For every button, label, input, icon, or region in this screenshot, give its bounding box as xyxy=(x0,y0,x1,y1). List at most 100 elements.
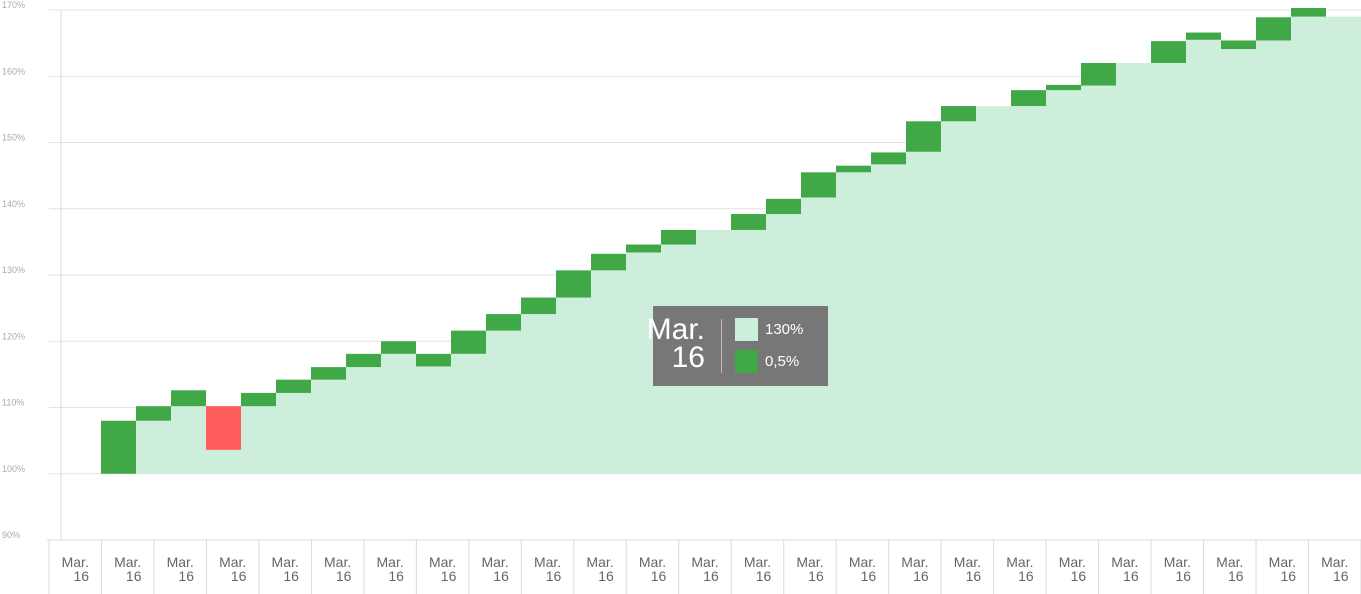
x-tick-label-day: 16 xyxy=(808,568,824,584)
y-tick-label: 130% xyxy=(2,265,25,275)
tooltip-date-day: 16 xyxy=(671,341,705,374)
increase-bar[interactable] xyxy=(1151,41,1186,63)
increase-bar[interactable] xyxy=(1011,90,1046,107)
y-tick-label: 110% xyxy=(2,398,24,408)
x-axis: Mar.16Mar.16Mar.16Mar.16Mar.16Mar.16Mar.… xyxy=(47,539,1361,594)
tooltip-row-total: 130% xyxy=(735,318,803,341)
tooltip-total-value: 130% xyxy=(765,321,804,338)
x-tick-label-day: 16 xyxy=(651,568,667,584)
x-tick-label-month: Mar. xyxy=(429,554,456,570)
x-tick-label-day: 16 xyxy=(283,568,299,584)
x-tick-label-month: Mar. xyxy=(377,554,404,570)
increase-bar[interactable] xyxy=(591,253,626,271)
decrease-bar[interactable] xyxy=(206,406,241,450)
x-tick-label-month: Mar. xyxy=(639,554,666,570)
x-tick-label-month: Mar. xyxy=(901,554,928,570)
x-tick-label-month: Mar. xyxy=(796,554,823,570)
x-tick-label-day: 16 xyxy=(493,568,509,584)
increase-bar[interactable] xyxy=(136,406,171,421)
increase-bar[interactable] xyxy=(1291,8,1326,17)
increase-bar[interactable] xyxy=(381,341,416,354)
x-tick-label-day: 16 xyxy=(178,568,194,584)
increase-bar[interactable] xyxy=(416,353,451,367)
increase-bar[interactable] xyxy=(836,165,871,173)
y-tick-label: 90% xyxy=(2,530,20,540)
cumulative-fill xyxy=(136,16,1361,474)
increase-bar[interactable] xyxy=(906,121,941,152)
x-tick-label-day: 16 xyxy=(336,568,352,584)
x-tick-label-month: Mar. xyxy=(1321,554,1348,570)
tooltip-change-value: 0,5% xyxy=(765,353,800,370)
increase-bar[interactable] xyxy=(661,229,696,245)
x-tick-label-day: 16 xyxy=(1176,568,1192,584)
increase-bar[interactable] xyxy=(731,214,766,230)
y-axis: 170% 160% 150% 140% 130% 120% 110% 100% 90% xyxy=(2,0,62,540)
x-tick-label-month: Mar. xyxy=(219,554,246,570)
y-tick-label: 100% xyxy=(2,464,25,474)
x-tick-label-month: Mar. xyxy=(849,554,876,570)
x-tick-label-month: Mar. xyxy=(1059,554,1086,570)
x-tick-label-day: 16 xyxy=(73,568,89,584)
x-tick-label-day: 16 xyxy=(231,568,247,584)
x-tick-label-day: 16 xyxy=(1071,568,1087,584)
tooltip-date-month: Mar. xyxy=(646,313,705,346)
increase-bar[interactable] xyxy=(871,152,906,165)
increase-bar[interactable] xyxy=(276,379,311,393)
x-tick-label-month: Mar. xyxy=(324,554,351,570)
increase-bar[interactable] xyxy=(1081,63,1116,86)
x-tick-label-month: Mar. xyxy=(744,554,771,570)
increase-bar[interactable] xyxy=(101,420,136,474)
increase-bar[interactable] xyxy=(486,314,521,331)
increase-bar[interactable] xyxy=(1221,40,1256,50)
increase-bar[interactable] xyxy=(626,244,661,253)
x-tick-label-month: Mar. xyxy=(534,554,561,570)
increase-bar[interactable] xyxy=(801,172,836,198)
x-tick-label-month: Mar. xyxy=(1269,554,1296,570)
change-bars xyxy=(101,8,1326,474)
x-tick-label-day: 16 xyxy=(861,568,877,584)
increase-bar[interactable] xyxy=(1256,17,1291,41)
increase-bar[interactable] xyxy=(521,297,556,315)
x-tick-label-month: Mar. xyxy=(954,554,981,570)
tooltip-total-swatch xyxy=(735,318,758,341)
x-tick-label-day: 16 xyxy=(913,568,929,584)
x-tick-label-day: 16 xyxy=(1123,568,1139,584)
x-tick-label-month: Mar. xyxy=(586,554,613,570)
x-tick-label-month: Mar. xyxy=(1111,554,1138,570)
y-tick-label: 140% xyxy=(2,199,25,209)
x-tick-label-month: Mar. xyxy=(114,554,141,570)
x-tick-label-day: 16 xyxy=(441,568,457,584)
y-tick-label: 150% xyxy=(2,133,25,143)
tooltip: Mar. 16 130% 0,5% xyxy=(647,306,828,386)
increase-bar[interactable] xyxy=(556,270,591,298)
tooltip-row-change: 0,5% xyxy=(735,350,799,373)
tooltip-date: Mar. 16 xyxy=(633,313,705,374)
x-tick-label-day: 16 xyxy=(126,568,142,584)
x-tick-label-month: Mar. xyxy=(167,554,194,570)
x-tick-label-day: 16 xyxy=(703,568,719,584)
x-tick-label-month: Mar. xyxy=(1006,554,1033,570)
increase-bar[interactable] xyxy=(171,390,206,407)
cumulative-area xyxy=(136,16,1361,474)
increase-bar[interactable] xyxy=(1186,32,1221,40)
x-tick-label-day: 16 xyxy=(966,568,982,584)
x-tick-label-month: Mar. xyxy=(1164,554,1191,570)
increase-bar[interactable] xyxy=(451,330,486,354)
y-tick-label: 120% xyxy=(2,331,25,341)
increase-bar[interactable] xyxy=(241,392,276,407)
increase-bar[interactable] xyxy=(1046,84,1081,91)
x-tick-label-day: 16 xyxy=(1018,568,1034,584)
increase-bar[interactable] xyxy=(941,106,976,122)
increase-bar[interactable] xyxy=(311,367,346,380)
x-tick-label-day: 16 xyxy=(756,568,772,584)
x-tick-label-month: Mar. xyxy=(272,554,299,570)
tooltip-change-swatch xyxy=(735,350,758,373)
y-tick-label: 170% xyxy=(2,0,25,10)
increase-bar[interactable] xyxy=(346,353,381,368)
increase-bar[interactable] xyxy=(766,198,801,215)
x-tick-label-month: Mar. xyxy=(481,554,508,570)
x-tick-label-month: Mar. xyxy=(62,554,89,570)
x-tick-label-day: 16 xyxy=(546,568,562,584)
x-tick-label-day: 16 xyxy=(1333,568,1349,584)
